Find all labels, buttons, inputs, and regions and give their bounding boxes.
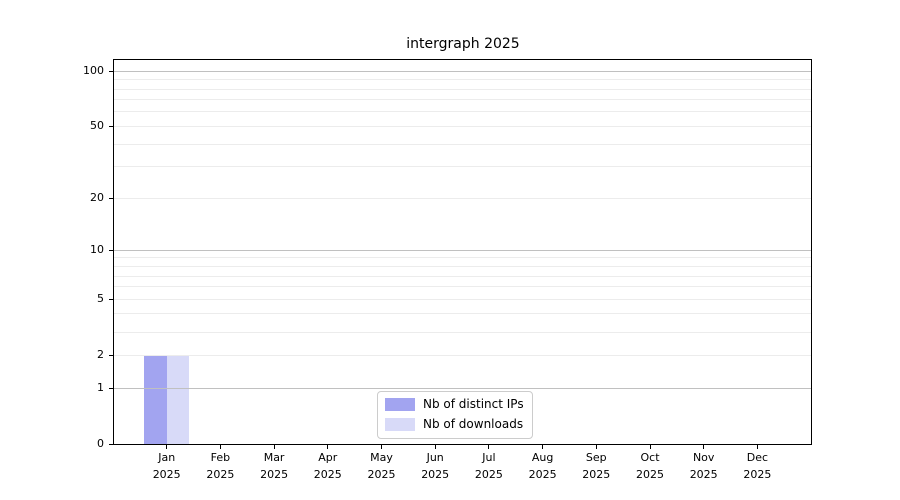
x-tick-mark (542, 445, 544, 449)
x-tick-year: 2025 (152, 467, 181, 481)
x-tick-label: Mar 2025 (247, 450, 301, 483)
y-tick-mark (109, 298, 113, 300)
legend-item-distinct-ips: Nb of distinct IPs (385, 397, 524, 412)
x-tick-month: Sep (585, 451, 607, 464)
y-tick-label: 2 (97, 348, 104, 362)
x-tick-label: Feb 2025 (193, 450, 247, 483)
y-tick-label: 1 (97, 381, 104, 394)
gridline-minor (114, 125, 811, 127)
x-tick-year: 2025 (528, 467, 557, 481)
x-tick-year: 2025 (260, 467, 289, 481)
y-tick-label: 10 (90, 243, 104, 257)
x-tick-month: Aug (531, 451, 554, 464)
gridline-minor (114, 354, 811, 356)
y-tick-mark (109, 125, 113, 127)
y-tick-mark (109, 387, 113, 389)
x-tick-label: May 2025 (355, 450, 409, 483)
gridline-minor (114, 143, 811, 145)
bar-jan-distinct-ips (144, 355, 167, 444)
x-tick-month: Jun (426, 451, 444, 464)
y-tick-mark (109, 354, 113, 356)
gridline-minor (114, 331, 811, 333)
y-tick-label: 5 (97, 292, 104, 306)
legend-swatch-distinct-ips (385, 398, 415, 411)
plot-area: 0 1 2 5 10 20 50 100 Jan 2025 Feb 2025 Mar 2025 Apr 20… (83, 59, 812, 481)
gridline-minor (114, 99, 811, 101)
x-tick-mark (166, 445, 168, 449)
x-tick-month: Jan (158, 451, 176, 464)
chart-title: intergraph 2025 (406, 36, 520, 52)
x-tick-mark (434, 445, 436, 449)
gridline-minor (114, 79, 811, 81)
gridline-minor (114, 266, 811, 267)
x-tick-mark (273, 445, 275, 449)
x-tick-month: Jul (482, 451, 496, 464)
x-tick-month: Feb (210, 451, 231, 464)
gridline-minor (114, 313, 811, 315)
x-tick-year: 2025 (636, 467, 664, 481)
x-tick-label: Jun 2025 (408, 450, 462, 483)
x-tick-year: 2025 (743, 467, 772, 481)
legend-label-downloads: Nb of downloads (423, 417, 524, 431)
x-tick-mark (703, 445, 705, 449)
y-tick-label: 50 (90, 119, 104, 133)
gridline-minor (114, 257, 811, 259)
gridline-minor (114, 298, 811, 300)
x-tick-label: Oct 2025 (623, 450, 677, 483)
y-tick-mark (109, 249, 113, 251)
x-tick-year: 2025 (206, 467, 235, 481)
x-tick-mark (381, 445, 382, 449)
x-tick-month: Apr (318, 451, 338, 464)
x-tick-year: 2025 (582, 467, 611, 481)
x-tick-mark (327, 445, 329, 449)
x-tick-month: Mar (263, 451, 285, 464)
x-tick-label: Dec 2025 (730, 450, 784, 483)
x-tick-month: Nov (692, 451, 715, 464)
y-tick-mark (109, 197, 113, 199)
gridline-minor (114, 197, 811, 199)
y-tick-mark (109, 70, 113, 72)
legend-label-distinct-ips: Nb of distinct IPs (423, 397, 524, 411)
x-tick-year: 2025 (421, 467, 450, 481)
y-tick-mark (109, 443, 113, 445)
x-tick-year: 2025 (367, 467, 396, 481)
x-tick-mark (488, 445, 490, 449)
x-tick-year: 2025 (689, 467, 718, 481)
y-tick-label: 20 (90, 191, 104, 205)
x-tick-month: Dec (746, 451, 769, 464)
gridline-major (114, 70, 811, 72)
gridline-minor (114, 166, 811, 168)
x-tick-mark (649, 445, 651, 449)
x-tick-label: Nov 2025 (677, 450, 731, 483)
gridline-minor (114, 275, 811, 277)
gridline-minor (114, 286, 811, 288)
legend: Nb of distinct IPs Nb of downloads (377, 391, 533, 439)
x-tick-month: May (370, 451, 393, 464)
x-tick-label: Apr 2025 (301, 450, 355, 483)
x-tick-mark (595, 445, 597, 449)
gridline-minor (114, 88, 811, 90)
gridline-major (114, 249, 811, 251)
x-tick-label: Sep 2025 (569, 450, 623, 483)
legend-item-downloads: Nb of downloads (385, 417, 524, 432)
x-tick-mark (219, 445, 221, 449)
x-tick-year: 2025 (474, 467, 503, 481)
x-tick-year: 2025 (313, 467, 342, 481)
gridline-minor (114, 111, 811, 113)
bar-jan-downloads (166, 355, 190, 444)
gridline-major (114, 387, 811, 389)
x-tick-label: Jul 2025 (462, 450, 516, 483)
y-tick-label: 100 (83, 64, 104, 78)
x-tick-label: Aug 2025 (516, 450, 570, 483)
x-tick-mark (756, 445, 758, 449)
legend-swatch-downloads (385, 418, 415, 431)
x-tick-month: Oct (640, 451, 660, 464)
y-tick-label: 0 (97, 437, 104, 450)
x-tick-label: Jan 2025 (140, 450, 194, 483)
